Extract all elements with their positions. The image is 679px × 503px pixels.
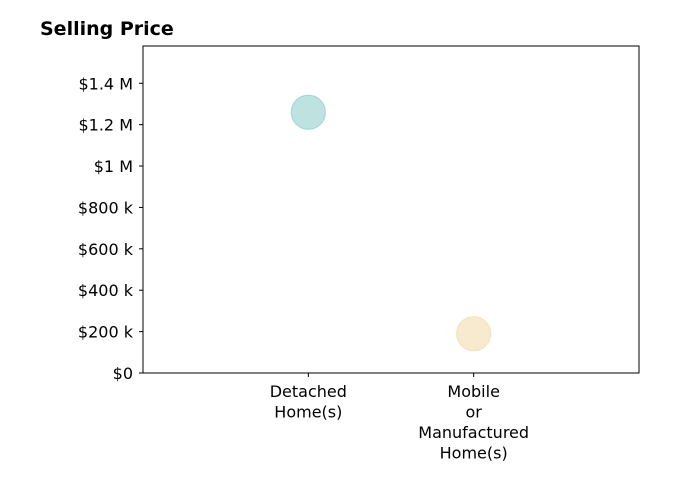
x-tick-label: Detached Home(s) bbox=[270, 382, 347, 422]
y-tick-label: $1.4 M bbox=[78, 74, 133, 93]
y-tick-label: $200 k bbox=[78, 323, 134, 342]
y-tick-label: $800 k bbox=[78, 198, 134, 217]
x-tick-label: Mobile or Manufactured Home(s) bbox=[418, 382, 529, 463]
y-tick-label: $600 k bbox=[78, 240, 134, 259]
data-point bbox=[290, 94, 326, 130]
y-tick-label: $0 bbox=[113, 364, 133, 383]
plot-area bbox=[142, 45, 640, 374]
data-point bbox=[456, 316, 492, 352]
y-axis: $0 $200 k $400 k $600 k $800 k $1 M $1.2 M $1.4… bbox=[78, 74, 143, 383]
y-tick-label: $1 M bbox=[94, 157, 133, 176]
x-axis: Detached Home(s) Mobile or Manufactured Home(… bbox=[270, 373, 529, 463]
y-tick-label: $1.2 M bbox=[78, 116, 133, 135]
chart-title: Selling Price bbox=[40, 18, 174, 40]
y-tick-label: $400 k bbox=[78, 281, 134, 300]
data-points bbox=[290, 94, 492, 352]
